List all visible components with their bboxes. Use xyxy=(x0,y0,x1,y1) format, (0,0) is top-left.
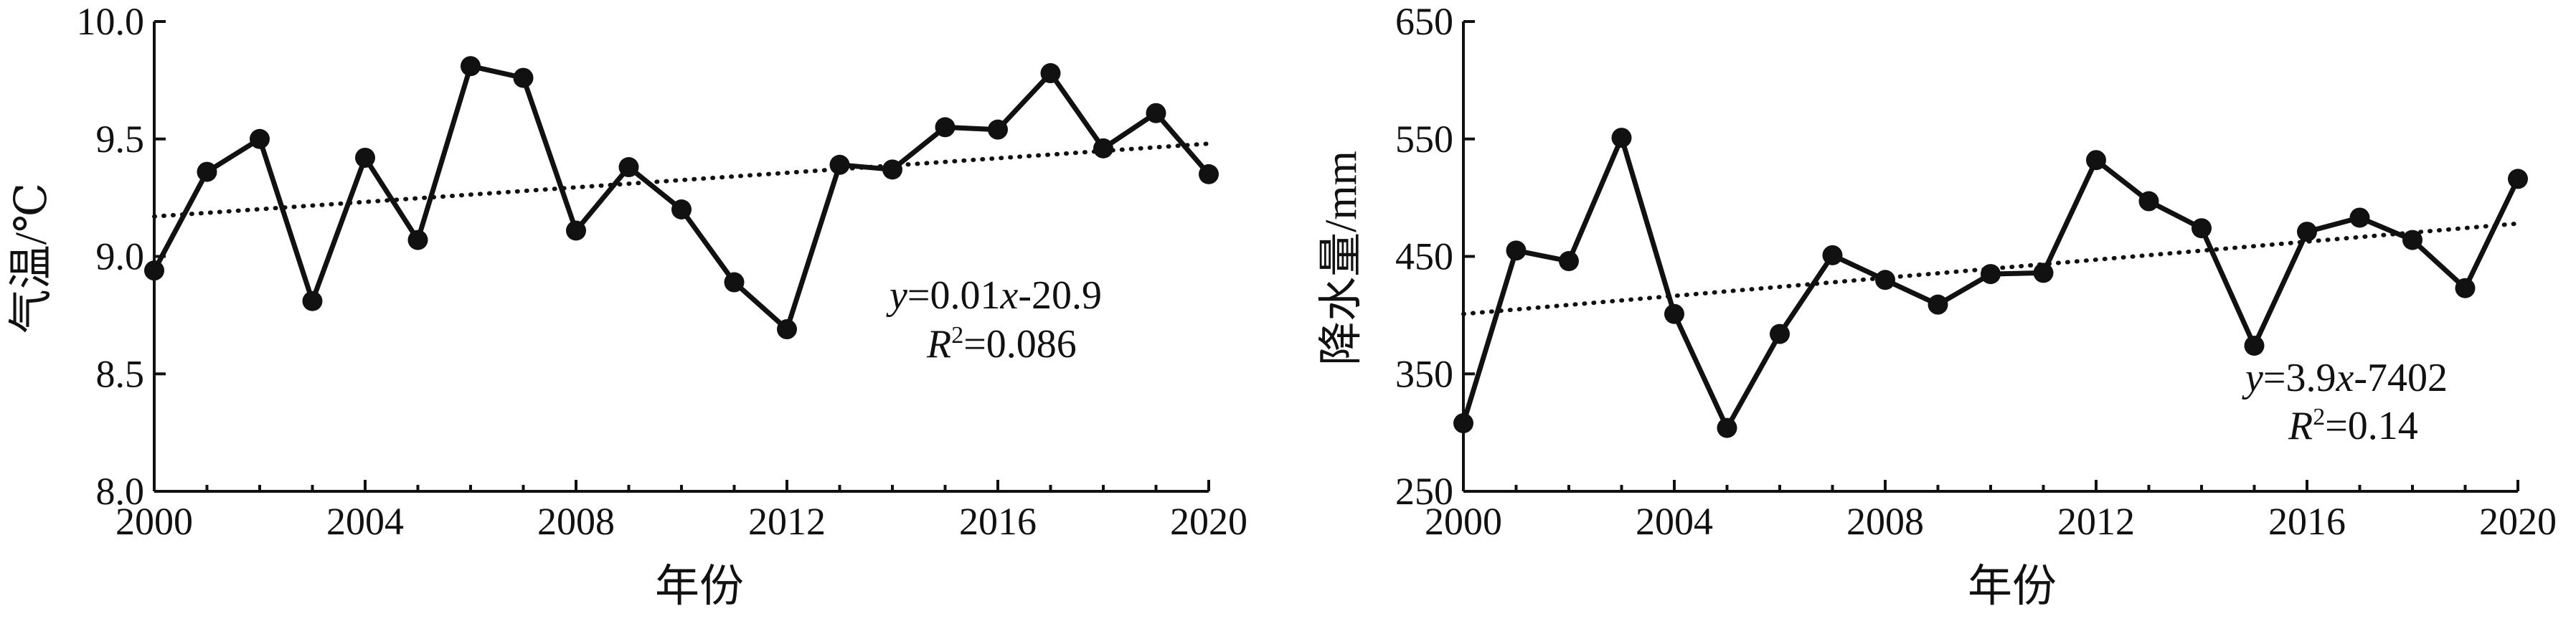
precipitation-data-point xyxy=(2349,207,2370,228)
temperature-data-point xyxy=(829,154,850,175)
precipitation-data-point xyxy=(1559,251,1579,272)
temperature-x-tick-label: 2016 xyxy=(959,500,1037,543)
temperature-y-tick-label: 10.0 xyxy=(77,0,145,43)
temperature-y-axis-title: 气温/℃ xyxy=(7,183,56,334)
precipitation-r-squared: R2=0.14 xyxy=(2288,404,2418,448)
precipitation-data-point xyxy=(2033,263,2054,283)
temperature-data-point xyxy=(988,119,1008,140)
precipitation-data-point xyxy=(1981,264,2001,285)
temperature-axes xyxy=(153,22,1209,493)
temperature-y-tick-label: 9.0 xyxy=(96,235,145,278)
temperature-data-point xyxy=(250,128,270,149)
temperature-data-point xyxy=(935,117,956,138)
precipitation-y-ticks: 250 350 450 550 650 xyxy=(1395,0,1475,513)
temperature-x-tick-label: 2020 xyxy=(1170,500,1247,543)
precipitation-data-point xyxy=(1770,323,1790,344)
temperature-data-point xyxy=(407,230,428,250)
precipitation-x-axis-title: 年份 xyxy=(1968,562,2057,611)
temperature-data-point xyxy=(724,272,745,293)
precipitation-data-point xyxy=(2192,218,2212,239)
precipitation-x-tick-label: 2020 xyxy=(2479,500,2557,543)
temperature-data-point xyxy=(566,220,586,241)
temperature-data-point xyxy=(618,157,639,178)
temperature-data-point xyxy=(461,56,481,77)
precipitation-data-point xyxy=(2402,230,2422,250)
precipitation-regression-equation: y=3.9x-7402 xyxy=(2242,356,2448,400)
temperature-regression-equation: y=0.01x-20.9 xyxy=(886,273,1102,318)
precipitation-data-point xyxy=(2086,150,2106,171)
precipitation-x-tick-label: 2016 xyxy=(2268,500,2346,543)
temperature-x-tick-label: 2008 xyxy=(537,500,615,543)
precipitation-data-point xyxy=(1506,240,1527,261)
precipitation-x-tick-label: 2012 xyxy=(2057,500,2135,543)
precipitation-y-tick-label: 250 xyxy=(1395,470,1453,513)
temperature-data-point xyxy=(1199,164,1219,184)
precipitation-data-point xyxy=(2244,335,2265,356)
temperature-x-axis-title: 年份 xyxy=(655,562,744,611)
precipitation-x-tick-label: 2004 xyxy=(1636,500,1713,543)
precipitation-x-ticks: 2000 2004 2008 2012 2016 2020 xyxy=(1425,480,2557,543)
precipitation-y-axis-title: 降水量/mm xyxy=(1317,151,1366,366)
temperature-data-point xyxy=(197,161,217,182)
precipitation-trendline-group xyxy=(1461,221,2520,316)
precipitation-data-point xyxy=(1453,413,1473,434)
precipitation-data-point xyxy=(2455,278,2476,298)
precipitation-points xyxy=(1453,128,2528,438)
temperature-y-tick-label: 9.5 xyxy=(96,118,145,161)
precipitation-y-tick-label: 350 xyxy=(1395,352,1453,395)
temperature-data-point xyxy=(302,290,323,311)
precipitation-data-point xyxy=(1875,270,1895,290)
temperature-y-ticks: 8.0 8.5 9.0 9.5 10.0 xyxy=(77,0,166,513)
temperature-data-point xyxy=(144,260,164,281)
temperature-data-point xyxy=(882,159,902,180)
temperature-trendline-group xyxy=(152,141,1211,219)
precipitation-data-point xyxy=(1611,128,1632,148)
temperature-data-point xyxy=(513,67,534,88)
temperature-trendline xyxy=(152,141,1211,219)
precipitation-y-tick-label: 550 xyxy=(1395,118,1453,161)
precipitation-data-point xyxy=(1822,245,1843,265)
precipitation-data-point xyxy=(2138,191,2159,212)
temperature-data-point xyxy=(355,147,375,168)
temperature-chart: 8.0 8.5 9.0 9.5 10.0 2000 2004 2008 2012 2016 202… xyxy=(7,0,1247,611)
precipitation-data-point xyxy=(1928,294,1948,315)
temperature-points xyxy=(144,56,1219,340)
precipitation-trendline xyxy=(1461,221,2520,316)
precipitation-data-point xyxy=(1664,303,1684,324)
precipitation-chart: 250 350 450 550 650 2000 2004 2008 2012 2016 2020… xyxy=(1317,0,2557,611)
temperature-y-tick-label: 8.0 xyxy=(96,470,145,513)
temperature-r-squared: R2=0.086 xyxy=(926,322,1077,367)
temperature-y-tick-label: 8.5 xyxy=(96,352,145,395)
precipitation-data-point xyxy=(2297,222,2317,242)
temperature-data-point xyxy=(1093,138,1113,159)
precipitation-data-point xyxy=(1717,417,1737,438)
temperature-x-tick-label: 2004 xyxy=(326,500,404,543)
precipitation-y-tick-label: 650 xyxy=(1395,0,1453,43)
temperature-x-ticks: 2000 2004 2008 2012 2016 2020 xyxy=(115,480,1247,543)
temperature-data-point xyxy=(1040,63,1061,84)
precipitation-data-point xyxy=(2508,169,2528,189)
precipitation-x-tick-label: 2008 xyxy=(1846,500,1924,543)
temperature-x-tick-label: 2012 xyxy=(748,500,826,543)
precipitation-x-tick-label: 2000 xyxy=(1425,500,1502,543)
temperature-data-point xyxy=(671,199,692,219)
temperature-data-point xyxy=(1146,103,1166,123)
temperature-x-tick-label: 2000 xyxy=(115,500,193,543)
temperature-data-point xyxy=(777,319,797,340)
precipitation-y-tick-label: 450 xyxy=(1395,235,1453,278)
